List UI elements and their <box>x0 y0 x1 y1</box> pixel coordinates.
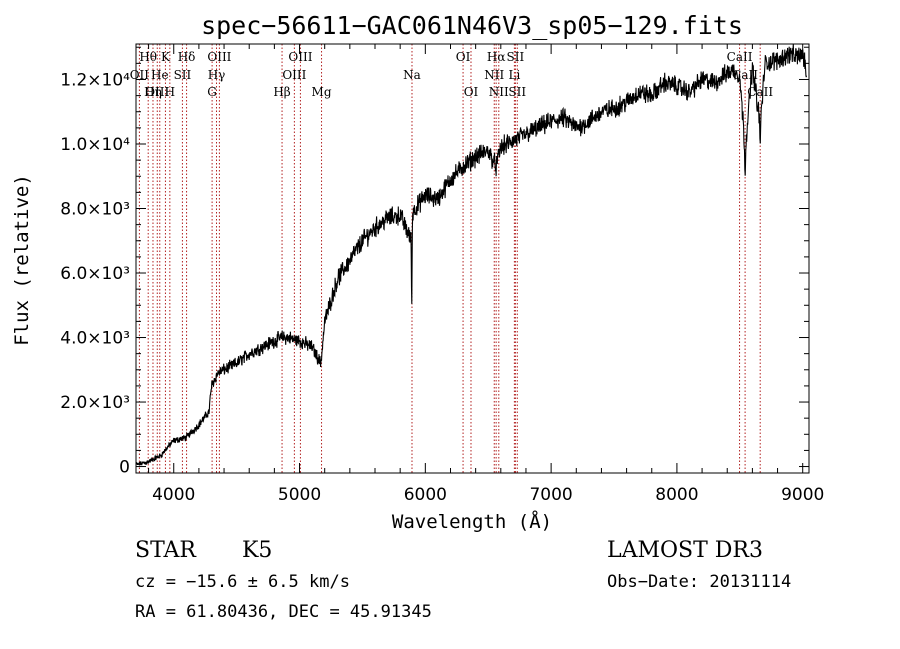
coordinates: RA = 61.80436, DEC = 45.91345 <box>135 602 432 622</box>
spectral-line-label: Hγ <box>208 68 226 82</box>
plot-frame <box>135 43 810 474</box>
chart-title: spec−56611−GAC061N46V3_sp05−129.fits <box>201 11 743 40</box>
spectral-line-label: G <box>207 85 217 99</box>
x-tick-label: 9000 <box>781 485 824 505</box>
y-axis-label: Flux (relative) <box>11 174 33 346</box>
x-tick-label: 6000 <box>404 485 447 505</box>
spectral-line-label: SII <box>174 68 192 82</box>
spectral-line-label: Hβ <box>273 85 290 99</box>
spectral-line-label: Mg <box>312 85 332 99</box>
spectral-line-label: Na <box>403 68 421 82</box>
spectral-line-markers <box>138 44 761 473</box>
spectral-line-label: SII <box>507 50 525 64</box>
survey-name: LAMOST DR3 <box>607 538 763 563</box>
object-class: STAR <box>135 538 196 563</box>
spectral-line-label: Hη <box>144 85 162 99</box>
spectral-line-label: Hθ <box>139 50 157 64</box>
spectral-line-label: NII <box>484 68 504 82</box>
y-tick-label: 4.0×10³ <box>60 329 130 349</box>
y-tick-label: 2.0×10³ <box>60 393 130 413</box>
spectral-line-label: CaII <box>727 50 753 64</box>
y-tick-label: 1.0×10⁴ <box>60 135 130 155</box>
spectral-line-label: OII <box>130 68 150 82</box>
spectral-line-label: OI <box>464 85 479 99</box>
x-tick-label: 4000 <box>152 485 195 505</box>
observation-date: Obs−Date: 20131114 <box>607 572 792 592</box>
spectral-line-label: NII <box>489 85 509 99</box>
y-tick-label: 6.0×10³ <box>60 264 130 284</box>
spectrum-plot: spec−56611−GAC061N46V3_sp05−129.fits Hθ O… <box>11 11 824 533</box>
spectrum-series <box>136 44 808 466</box>
spectral-line-label: OI <box>456 50 471 64</box>
spectral-line-label: Li <box>508 68 520 82</box>
y-tick-label: 8.0×10³ <box>60 200 130 220</box>
spectral-line-label: OIII <box>282 68 306 82</box>
x-tick-label: 8000 <box>655 485 698 505</box>
spectral-line-label: He <box>151 68 169 82</box>
redshift-value: cz = −15.6 ± 6.5 km/s <box>135 572 350 592</box>
spectral-line-label: OIII <box>145 85 169 99</box>
spectral-line-label: K <box>161 50 171 64</box>
x-axis-label: Wavelength (Å) <box>392 510 552 533</box>
spectral-line-label: OIII <box>207 50 231 64</box>
spectral-line-label: SII <box>508 85 526 99</box>
spectral-line-label: Hα <box>487 50 506 64</box>
spectral-line-label: H <box>165 85 175 99</box>
x-tick-label: 7000 <box>529 485 572 505</box>
y-tick-label: 0 <box>119 458 130 478</box>
spectral-line-label: Hδ <box>178 50 196 64</box>
axis-ticks: 4000 5000 6000 7000 8000 9000 0 2.0×10³ 4.0×10³ 6… <box>60 44 824 505</box>
spectral-line-label: OIII <box>288 50 312 64</box>
object-subclass: K5 <box>242 538 273 563</box>
spectral-line-label: CaII <box>747 85 773 99</box>
y-tick-label: 1.2×10⁴ <box>60 70 130 90</box>
x-tick-label: 5000 <box>278 485 321 505</box>
